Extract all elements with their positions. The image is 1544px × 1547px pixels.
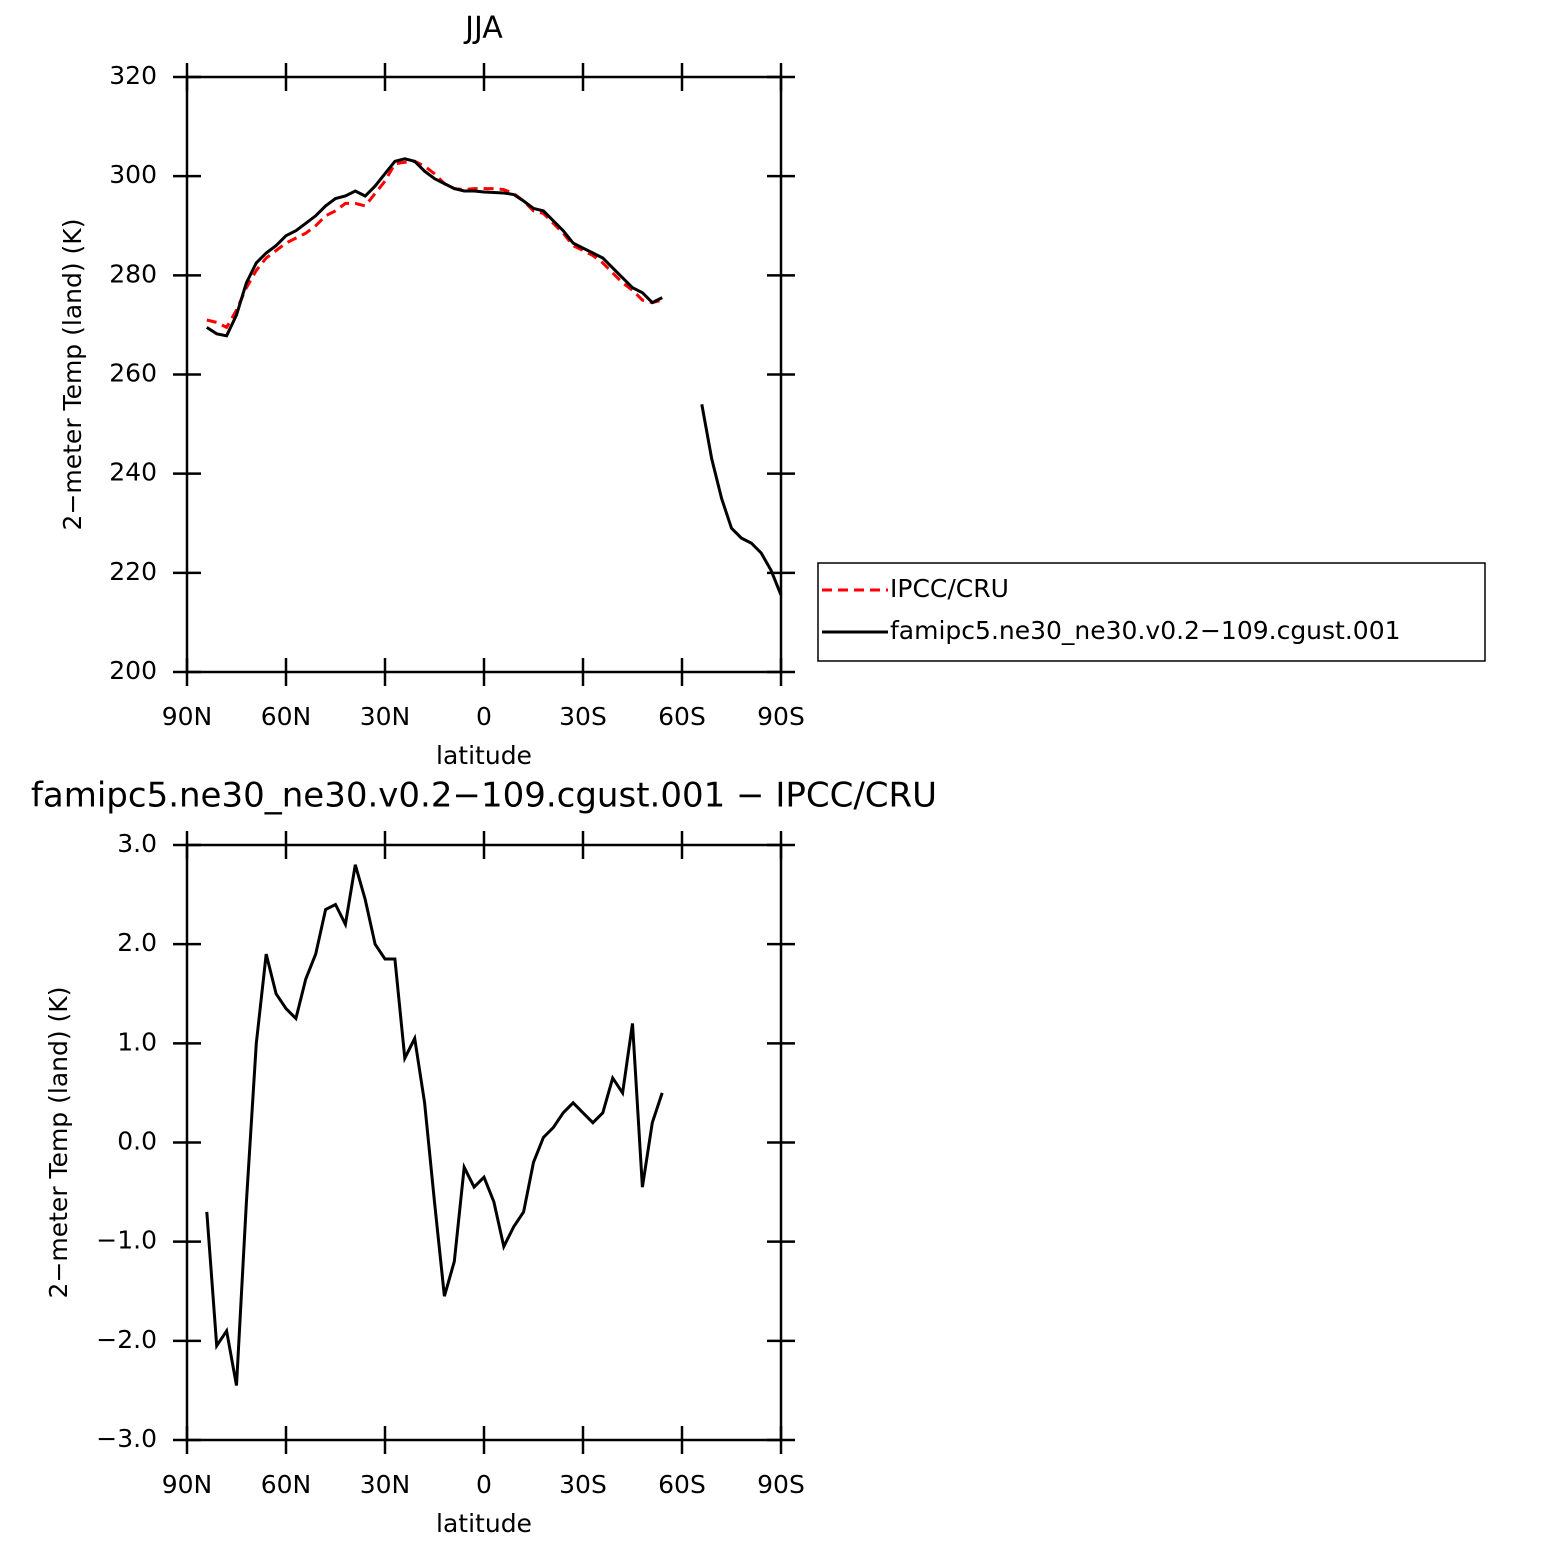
y-tick-label: −2.0 — [96, 1325, 157, 1354]
plot-frame — [185, 843, 783, 1442]
x-tick-label: 0 — [476, 702, 492, 731]
y-tick-label: 280 — [109, 259, 157, 288]
data-line — [206, 159, 663, 330]
x-tick-label: 30N — [360, 702, 411, 731]
y-tick-label: 240 — [109, 458, 157, 487]
y-axis-label: 2−meter Temp (land) (K) — [44, 987, 73, 1299]
y-tick-label: 300 — [109, 160, 157, 189]
y-tick-label: 0.0 — [117, 1127, 157, 1156]
y-tick-label: 3.0 — [117, 829, 157, 858]
y-tick-label: 2.0 — [117, 928, 157, 957]
y-tick-label: 1.0 — [117, 1027, 157, 1056]
x-tick-label: 30S — [559, 702, 607, 731]
y-tick-label: 320 — [109, 61, 157, 90]
plot-frame — [185, 75, 783, 674]
x-tick-label: 60S — [658, 702, 706, 731]
x-tick-label: 90N — [162, 1470, 213, 1499]
x-tick-label: 60S — [658, 1470, 706, 1499]
x-tick-label: 90S — [757, 702, 805, 731]
legend-box — [817, 562, 1486, 662]
x-tick-label: 90S — [757, 1470, 805, 1499]
data-line — [205, 157, 783, 596]
chart-title: famipc5.ne30_ne30.v0.2−109.cgust.001 − I… — [31, 776, 937, 816]
y-tick-label: 220 — [109, 557, 157, 586]
x-tick-label: 60N — [261, 1470, 312, 1499]
y-axis-label: 2−meter Temp (land) (K) — [58, 219, 87, 531]
x-axis-label: latitude — [436, 741, 532, 770]
y-tick-label: 200 — [109, 656, 157, 685]
x-tick-label: 90N — [162, 702, 213, 731]
x-axis-label: latitude — [436, 1509, 532, 1538]
y-tick-label: −3.0 — [96, 1424, 157, 1453]
x-tick-label: 30N — [360, 1470, 411, 1499]
x-tick-label: 0 — [476, 1470, 492, 1499]
x-tick-label: 30S — [559, 1470, 607, 1499]
y-tick-label: −1.0 — [96, 1226, 157, 1255]
legend-label: famipc5.ne30_ne30.v0.2−109.cgust.001 — [890, 616, 1401, 645]
chart-title: JJA — [463, 11, 503, 46]
data-line — [205, 864, 664, 1386]
y-tick-label: 260 — [109, 359, 157, 388]
x-tick-label: 60N — [261, 702, 312, 731]
legend-label: IPCC/CRU — [890, 574, 1009, 603]
